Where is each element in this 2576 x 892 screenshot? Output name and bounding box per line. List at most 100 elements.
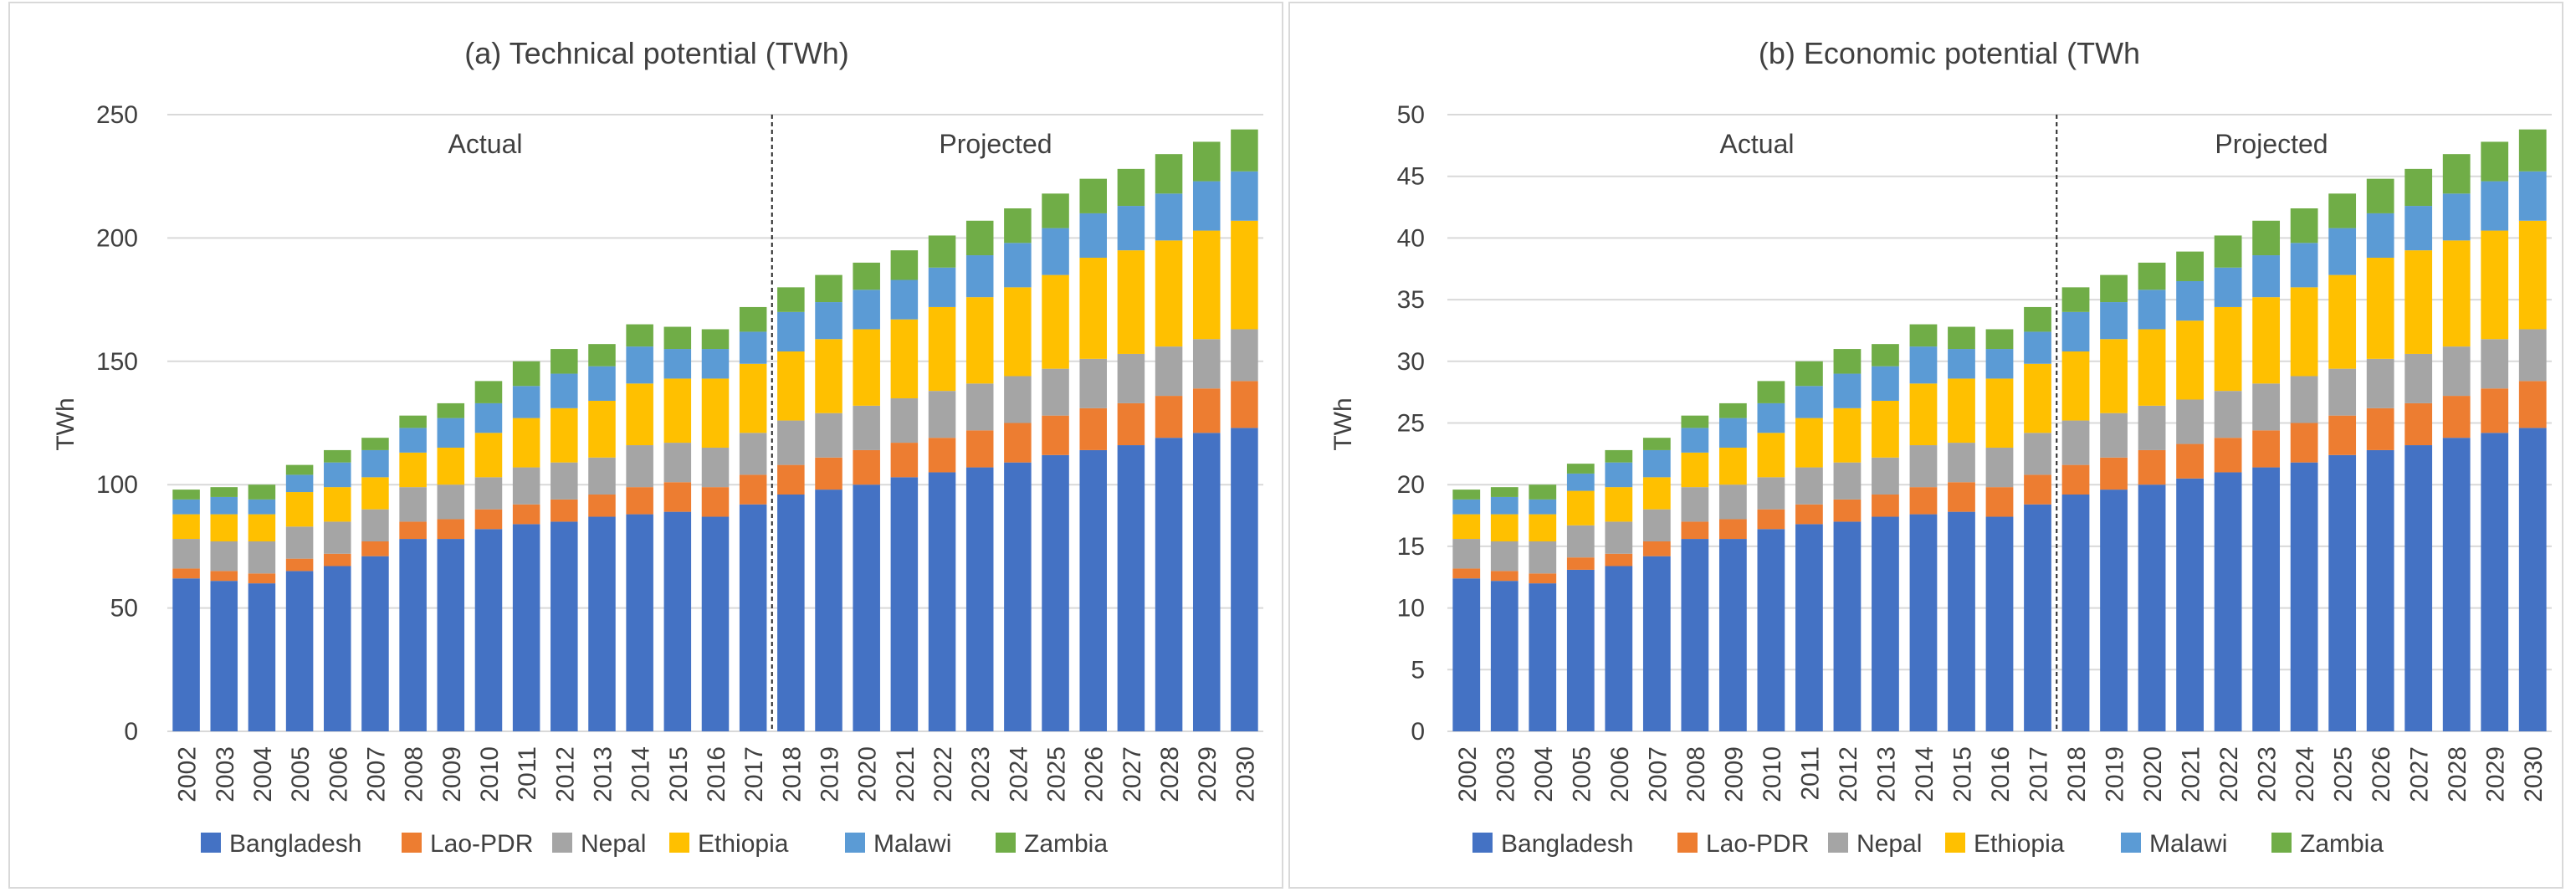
bar-malawi-2029 — [2481, 181, 2509, 231]
x-tick-label: 2010 — [1759, 746, 1786, 802]
bar-nepal-2030 — [1231, 329, 1258, 382]
x-tick-label: 2018 — [778, 746, 806, 802]
x-tick-label: 2025 — [2330, 746, 2358, 802]
bar-zambia-2030 — [2518, 129, 2547, 172]
bar-bangladesh-2014 — [1909, 514, 1938, 731]
bar-malawi-2005 — [285, 474, 314, 493]
bar-lao-pdr-2029 — [2481, 388, 2509, 433]
bar-bangladesh-2006 — [1605, 566, 1633, 731]
bar-zambia-2015 — [663, 326, 692, 350]
bar-zambia-2021 — [890, 250, 919, 280]
bar-nepal-2030 — [2518, 329, 2547, 382]
bar-bangladesh-2005 — [1566, 569, 1595, 731]
bar-bangladesh-2004 — [248, 583, 276, 731]
bar-zambia-2004 — [248, 484, 276, 500]
bar-lao-pdr-2029 — [1192, 388, 1221, 433]
x-tick-label: 2020 — [2139, 746, 2167, 802]
x-tick-label: 2024 — [2292, 746, 2319, 802]
legend-swatch — [552, 833, 572, 853]
y-tick-label: 200 — [96, 224, 138, 252]
bar-lao-pdr-2023 — [2252, 430, 2281, 468]
bar-lao-pdr-2004 — [248, 573, 276, 584]
legend-label: Ethiopia — [698, 830, 789, 858]
bar-bangladesh-2012 — [1833, 521, 1862, 731]
bar-bangladesh-2002 — [1452, 578, 1481, 731]
x-tick-label: 2007 — [1644, 746, 1672, 802]
bar-lao-pdr-2010 — [1757, 509, 1785, 530]
bar-malawi-2028 — [1155, 193, 1183, 241]
bar-nepal-2027 — [2404, 353, 2433, 403]
bar-lao-pdr-2025 — [1042, 415, 1069, 455]
panel-technical-potential: (a) Technical potential (TWh) TWh Actual… — [8, 0, 1288, 892]
bar-lao-pdr-2009 — [437, 519, 465, 540]
bar-zambia-2019 — [2100, 274, 2128, 303]
bar-ethiopia-2018 — [2061, 351, 2090, 421]
legend-label: Zambia — [1024, 830, 1108, 858]
y-tick-label: 15 — [1397, 533, 1425, 561]
bar-zambia-2030 — [1231, 129, 1258, 172]
bars — [1452, 129, 2547, 731]
bar-ethiopia-2027 — [2404, 250, 2433, 354]
x-tick-label: 2021 — [2178, 746, 2205, 802]
x-tick-label: 2002 — [174, 746, 202, 802]
bar-nepal-2024 — [2290, 376, 2318, 423]
bar-lao-pdr-2021 — [2176, 443, 2204, 479]
bar-bangladesh-2020 — [853, 484, 880, 731]
bar-ethiopia-2024 — [1004, 287, 1032, 377]
x-tick-label: 2012 — [1835, 746, 1862, 802]
bar-nepal-2012 — [1833, 462, 1862, 500]
bar-nepal-2014 — [1909, 445, 1938, 488]
bar-malawi-2029 — [1192, 181, 1221, 231]
bar-nepal-2002 — [172, 539, 200, 569]
bar-ethiopia-2006 — [324, 487, 351, 522]
bar-zambia-2011 — [1795, 361, 1823, 387]
bar-lao-pdr-2011 — [512, 504, 540, 525]
bar-lao-pdr-2004 — [1529, 573, 1557, 584]
bar-malawi-2004 — [248, 499, 276, 515]
bar-nepal-2013 — [1872, 457, 1899, 495]
bar-nepal-2011 — [512, 467, 540, 505]
bar-lao-pdr-2015 — [1948, 482, 1975, 512]
bar-zambia-2012 — [1833, 349, 1862, 374]
bar-bangladesh-2027 — [2404, 445, 2433, 731]
annotation-actual: Actual — [448, 129, 523, 159]
x-tick-label: 2009 — [438, 746, 466, 802]
bar-nepal-2025 — [1042, 368, 1069, 416]
bar-malawi-2014 — [1909, 346, 1938, 384]
bar-ethiopia-2008 — [399, 452, 427, 488]
bar-malawi-2005 — [1566, 473, 1595, 491]
bar-zambia-2023 — [2252, 220, 2281, 256]
x-tick-label: 2005 — [1568, 746, 1595, 802]
bar-malawi-2009 — [1718, 418, 1747, 448]
y-tick-label: 40 — [1397, 224, 1425, 252]
bar-lao-pdr-2026 — [2366, 408, 2394, 450]
bar-nepal-2009 — [437, 484, 465, 520]
bar-bangladesh-2011 — [512, 524, 540, 731]
bar-malawi-2022 — [2214, 267, 2242, 307]
bar-zambia-2012 — [551, 349, 578, 374]
bar-ethiopia-2021 — [890, 319, 919, 399]
bar-zambia-2003 — [1490, 487, 1518, 497]
bar-zambia-2007 — [361, 438, 389, 450]
bar-nepal-2023 — [965, 383, 994, 431]
bar-lao-pdr-2005 — [1566, 557, 1595, 570]
bar-zambia-2017 — [739, 306, 767, 332]
bar-malawi-2018 — [2061, 311, 2090, 352]
y-tick-label: 20 — [1397, 471, 1425, 499]
chart-technical-potential: (a) Technical potential (TWh) TWh Actual… — [52, 36, 1263, 858]
bar-ethiopia-2002 — [172, 514, 200, 540]
bar-malawi-2011 — [1795, 386, 1823, 418]
bar-bangladesh-2028 — [2442, 438, 2471, 731]
bar-ethiopia-2029 — [2481, 230, 2509, 340]
bar-nepal-2029 — [2481, 339, 2509, 389]
bar-nepal-2019 — [815, 413, 842, 458]
bar-bangladesh-2012 — [551, 521, 578, 731]
y-axis-title: TWh — [52, 397, 79, 450]
x-tick-label: 2024 — [1005, 746, 1032, 802]
bar-nepal-2006 — [324, 521, 351, 554]
bar-malawi-2011 — [512, 386, 540, 418]
bar-nepal-2010 — [474, 477, 503, 510]
bar-bangladesh-2016 — [1985, 516, 2014, 731]
bar-lao-pdr-2022 — [2214, 438, 2242, 473]
annotation-actual: Actual — [1720, 129, 1795, 159]
